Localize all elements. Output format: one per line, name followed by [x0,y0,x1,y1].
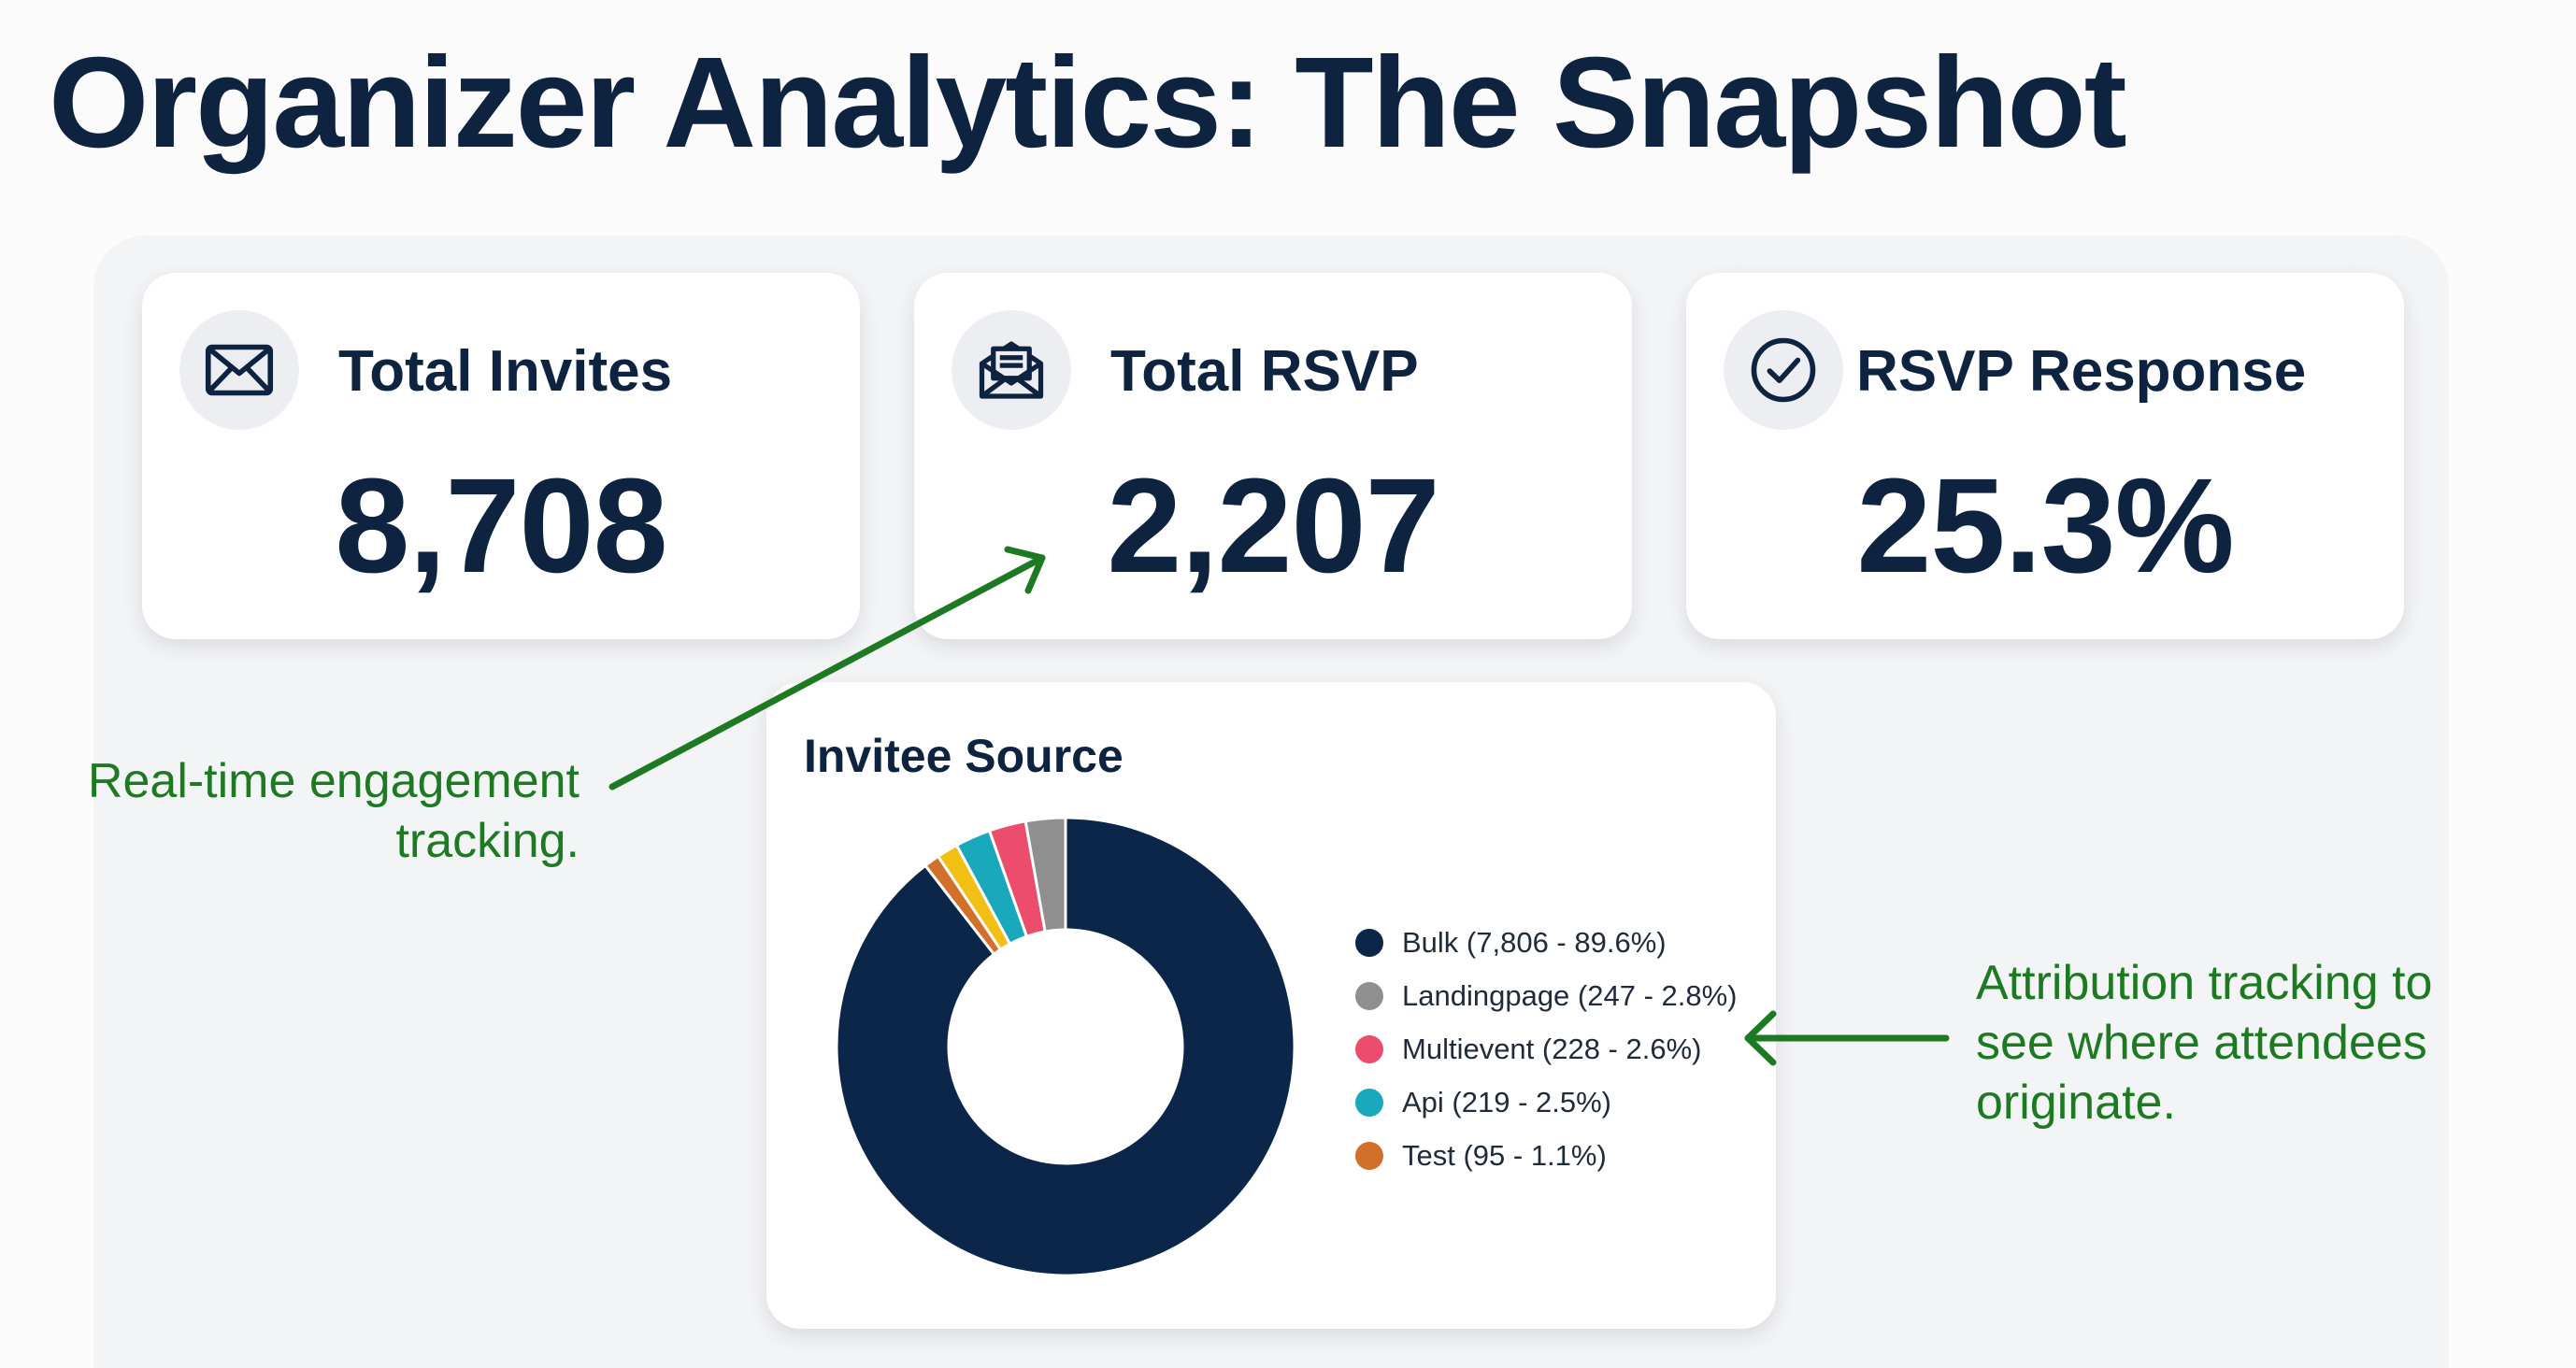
kpi-label: Total Invites [338,339,673,404]
chart-title: Invitee Source [804,730,1123,782]
annotation-attribution-tracking: Attribution tracking to see where attend… [1976,953,2432,1133]
legend-item-test: Test (95 - 1.1%) [1355,1129,1737,1182]
annotation-realtime-tracking: Real-time engagement tracking. [88,751,580,871]
legend-label: Landingpage (247 - 2.8%) [1402,978,1738,1012]
legend-item-bulk: Bulk (7,806 - 89.6%) [1355,916,1737,969]
legend-swatch [1355,981,1383,1010]
legend-swatch [1355,1088,1383,1117]
kpi-value: 8,708 [335,450,667,601]
check-circle-icon [1724,310,1843,430]
donut-slice-landingpage[interactable] [1023,816,1067,933]
annotation-line: Real-time engagement [87,754,580,808]
legend-swatch [1355,928,1383,957]
legend-item-landingpage: Landingpage (247 - 2.8%) [1355,969,1737,1022]
legend-swatch [1355,1141,1383,1170]
page-title: Organizer Analytics: The Snapshot [49,31,2127,175]
kpi-label: RSVP Response [1856,339,2307,404]
legend-label: Bulk (7,806 - 89.6%) [1402,925,1667,959]
donut-slice-bulk[interactable] [835,816,1296,1277]
legend-item-api: Api (219 - 2.5%) [1355,1076,1737,1129]
kpi-label: Total RSVP [1110,339,1419,404]
legend-item-multievent: Multievent (228 - 2.6%) [1355,1022,1737,1076]
invitee-source-card: Invitee Source Bulk (7,806 - 89.6%) Land… [766,682,1776,1329]
legend-label: Multievent (228 - 2.6%) [1402,1032,1702,1065]
legend-label: Api (219 - 2.5%) [1402,1085,1611,1119]
annotation-line: tracking. [395,814,580,868]
legend-label: Test (95 - 1.1%) [1402,1138,1607,1172]
legend-swatch [1355,1034,1383,1063]
annotation-line: originate. [1976,1076,2176,1130]
kpi-card-rsvp-response[interactable]: RSVP Response 25.3% [1686,273,2404,639]
kpi-value: 2,207 [1107,450,1439,601]
invitee-source-donut-chart [835,816,1296,1277]
kpi-card-total-rsvp[interactable]: Total RSVP 2,207 [914,273,1632,639]
annotation-line: see where attendees [1976,1016,2427,1070]
chart-legend: Bulk (7,806 - 89.6%) Landingpage (247 - … [1355,916,1737,1182]
envelope-icon [179,310,299,430]
annotation-line: Attribution tracking to [1976,956,2433,1010]
kpi-value: 25.3% [1856,450,2234,601]
kpi-card-total-invites[interactable]: Total Invites 8,708 [142,273,860,639]
open-envelope-letter-icon [952,310,1071,430]
